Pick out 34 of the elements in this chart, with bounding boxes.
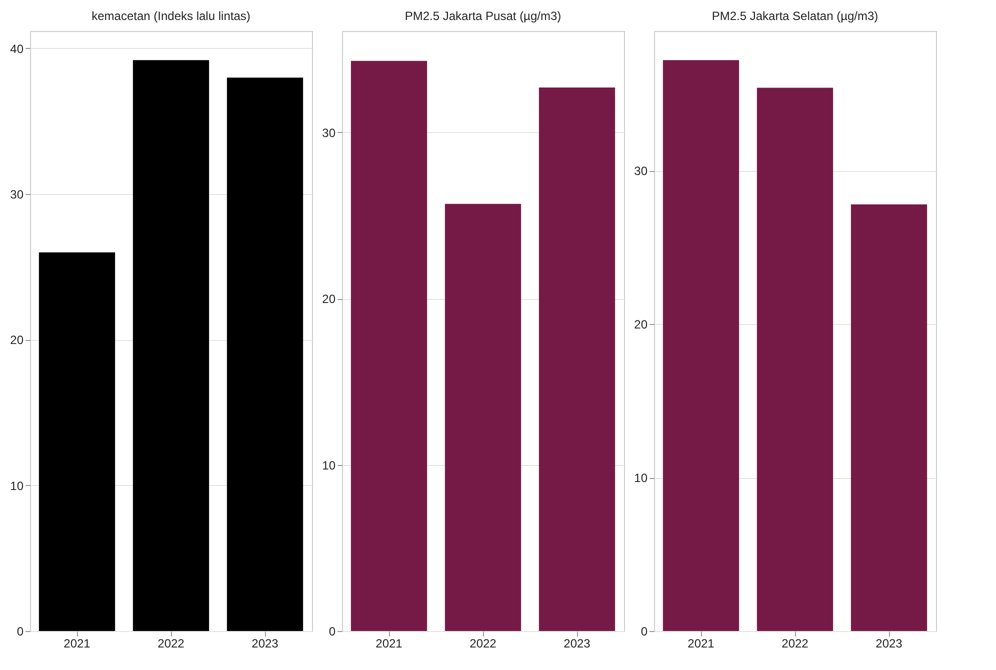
y-tick-label: 20: [10, 333, 24, 348]
x-tick-label: 2021: [688, 636, 715, 650]
chart-title: PM2.5 Jakarta Selatan (µg/m3): [712, 9, 878, 23]
bar: [538, 88, 616, 631]
bar: [132, 60, 210, 631]
y-tick-label: 10: [634, 471, 648, 486]
y-tick-label: 30: [634, 164, 648, 178]
y-tick-label: 20: [322, 292, 336, 306]
chart-title: kemacetan (Indeks lalu lintas): [92, 9, 250, 23]
x-tick-label: 2021: [376, 636, 403, 650]
bar: [850, 204, 928, 631]
bar: [756, 88, 834, 631]
y-tick-label: 40: [10, 42, 24, 56]
bar: [226, 78, 304, 631]
x-tick-label: 2021: [64, 636, 91, 650]
y-tick-label: 20: [634, 318, 648, 332]
y-tick-label: 0: [640, 624, 648, 638]
x-tick-label: 2023: [252, 636, 279, 650]
bar: [662, 60, 740, 631]
x-tick-label: 2022: [470, 636, 497, 650]
y-tick-label: 0: [16, 624, 24, 638]
x-tick-label: 2022: [782, 636, 809, 650]
x-tick-label: 2023: [876, 636, 903, 650]
chart-title: PM2.5 Jakarta Pusat (µg/m3): [404, 9, 562, 23]
bar: [350, 60, 428, 631]
x-tick-label: 2022: [158, 636, 185, 650]
bar: [38, 252, 116, 631]
y-tick-label: 30: [10, 188, 24, 202]
x-tick-label: 2023: [564, 636, 591, 650]
y-tick-label: 30: [322, 126, 336, 140]
bar: [444, 204, 522, 631]
y-tick-label: 10: [10, 478, 24, 493]
y-tick-label: 10: [322, 458, 336, 472]
y-tick-label: 0: [328, 624, 336, 638]
